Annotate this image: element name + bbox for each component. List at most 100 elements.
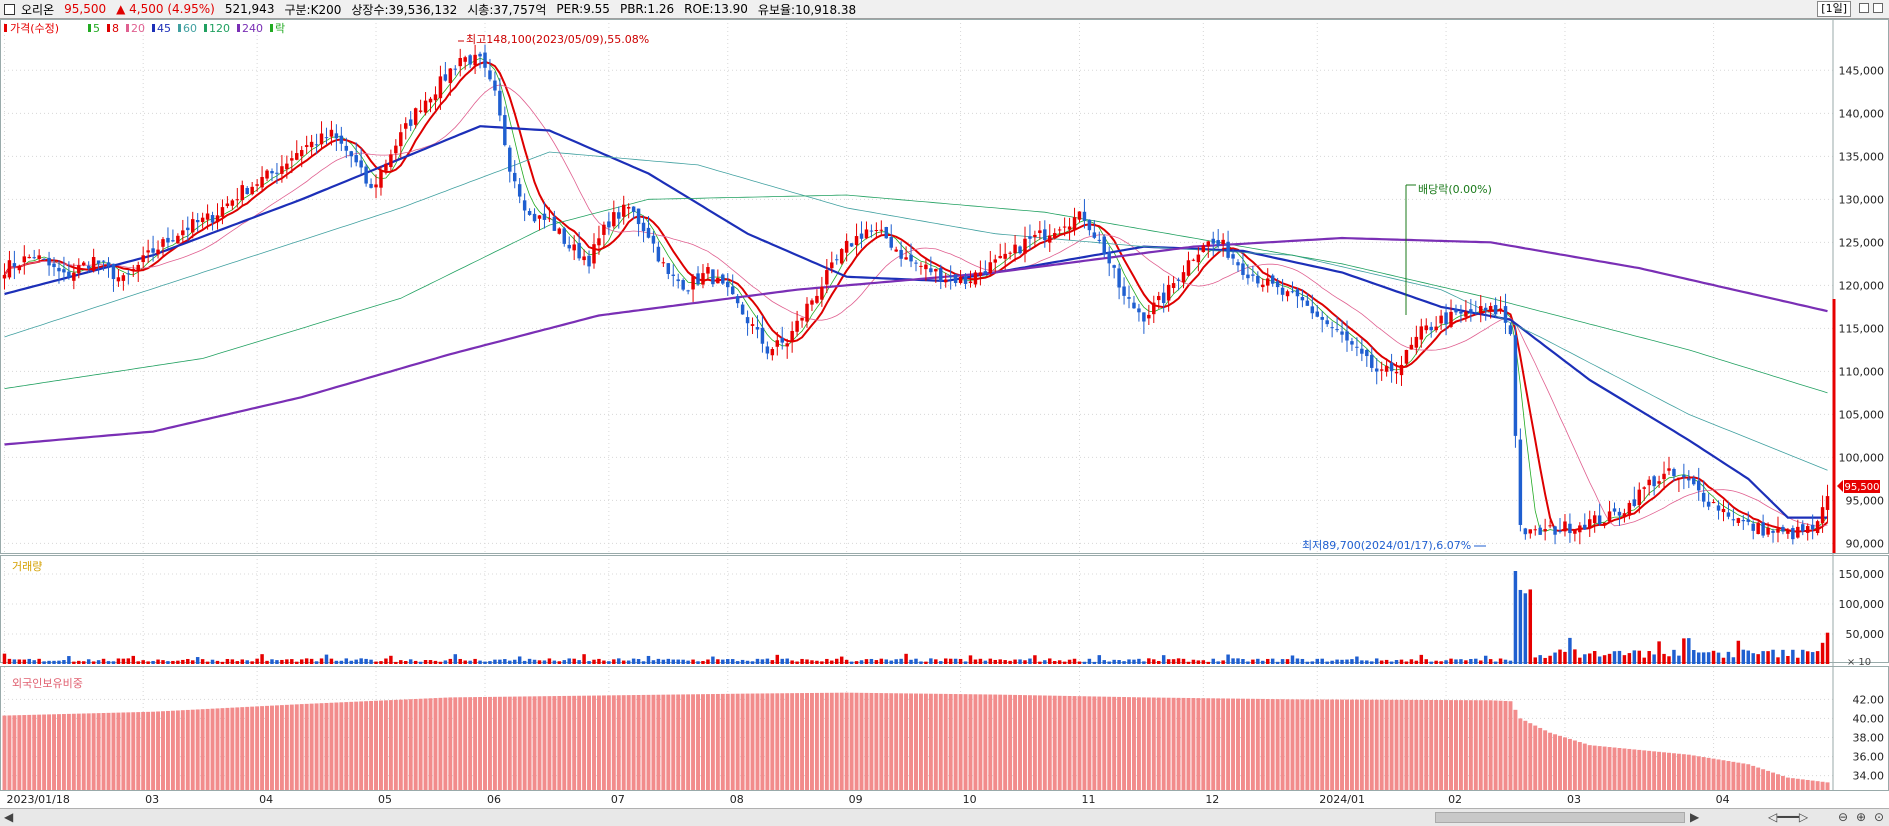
volume-bar	[1152, 659, 1156, 664]
close-icon[interactable]	[1873, 3, 1883, 13]
low-annotation: 최저89,700(2024/01/17),6.07%	[1302, 539, 1471, 552]
foreign-ratio-bar	[334, 702, 339, 790]
volume-bar	[181, 659, 185, 664]
scroll-left-icon[interactable]: ◀	[4, 810, 14, 824]
scroll-bar[interactable]: ◀ ▶ ◁━━━▷ ⊖ ⊕ ⊙	[0, 808, 1889, 826]
candle-body	[1518, 439, 1523, 525]
candle-body	[22, 256, 27, 263]
volume-bar	[830, 660, 834, 664]
volume-bar	[1137, 658, 1141, 664]
volume-bar	[1602, 655, 1607, 664]
candle-body	[1201, 245, 1206, 253]
foreign-ratio-bar	[274, 705, 279, 790]
volume-bar	[1528, 589, 1533, 664]
foreign-ratio-bar	[671, 694, 676, 790]
candle-body	[1602, 522, 1607, 526]
volume-bar	[1672, 649, 1676, 664]
ma-20-line	[4, 84, 1828, 527]
select-checkbox[interactable]	[4, 3, 15, 15]
volume-bar	[458, 658, 462, 664]
candle-body	[235, 199, 240, 201]
foreign-ratio-bar	[1131, 697, 1136, 790]
volume-bar	[1503, 659, 1508, 664]
foreign-ratio-bar	[512, 696, 517, 790]
candle-body	[260, 177, 264, 188]
period-selector[interactable]: [1일]	[1817, 1, 1851, 17]
volume-bar	[790, 660, 794, 664]
volume-bar	[1652, 654, 1656, 664]
candle-body	[795, 320, 799, 332]
candle-body	[1196, 254, 1201, 263]
candle-body	[493, 80, 497, 91]
candle-body	[1434, 326, 1438, 331]
volume-bar	[854, 661, 859, 664]
scroll-thumb[interactable]	[1435, 812, 1685, 823]
zoom-slider-icon[interactable]: ◁━━━▷	[1768, 810, 1809, 824]
candle-body	[983, 271, 988, 274]
volume-bar	[389, 655, 393, 664]
foreign-ratio-bar	[1315, 699, 1320, 790]
volume-bar	[1523, 593, 1528, 664]
date-tick-label: 09	[849, 793, 863, 806]
volume-bar	[889, 660, 893, 664]
candle-body	[1786, 530, 1790, 534]
volume-bar	[235, 661, 240, 664]
candle-body	[324, 137, 329, 139]
volume-bar	[1498, 658, 1503, 664]
foreign-ratio-bar	[1394, 699, 1399, 790]
stock-name[interactable]: 오리온	[21, 2, 55, 17]
candle-body	[1206, 241, 1211, 247]
foreign-ratio-bar	[884, 693, 889, 790]
foreign-ratio-bar	[398, 699, 403, 790]
foreign-ratio-bar	[180, 710, 185, 790]
scroll-right-icon[interactable]: ▶	[1690, 810, 1700, 824]
minimize-icon[interactable]	[1859, 3, 1869, 13]
candle-body	[1122, 286, 1126, 296]
volume-bar	[1731, 657, 1736, 664]
candle-body	[1370, 354, 1374, 368]
foreign-ratio-bar	[1736, 762, 1741, 790]
candle-body	[1652, 476, 1656, 487]
foreign-ratio-bar	[993, 694, 998, 790]
volume-bar	[1033, 655, 1037, 664]
volume-bar	[676, 659, 680, 664]
foreign-ratio-bar	[507, 696, 512, 790]
candle-body	[1583, 524, 1587, 530]
candle-body	[1394, 371, 1399, 374]
volume-bar	[240, 659, 244, 664]
foreign-ratio-bar	[1181, 697, 1186, 790]
foreign-ratio-bar	[859, 692, 864, 790]
market-cap: 시총:37,757억	[467, 2, 547, 17]
candle-body	[1087, 219, 1092, 231]
candle-body	[1766, 527, 1770, 535]
stock-chart[interactable]: 145,000 140,000 135,000 130,000 125,000 120,0…	[0, 19, 1889, 808]
foreign-ratio-bar	[1706, 757, 1711, 790]
candle-body	[1548, 525, 1552, 527]
volume-bar	[126, 658, 131, 664]
volume-bar	[527, 658, 532, 664]
candle-body	[418, 110, 423, 112]
foreign-ratio-bar	[587, 695, 592, 790]
candle-body	[136, 264, 140, 271]
foreign-ratio-bar	[1186, 697, 1191, 790]
zoom-reset-icon[interactable]: ⊙	[1874, 810, 1885, 824]
foreign-ratio-bar	[165, 710, 170, 790]
foreign-ratio-bar	[1295, 699, 1300, 790]
candle-body	[77, 265, 81, 274]
candle-body	[171, 240, 175, 242]
zoom-in-icon[interactable]: ⊕	[1856, 810, 1867, 824]
volume-bar	[1429, 661, 1433, 664]
zoom-out-icon[interactable]: ⊖	[1838, 810, 1849, 824]
candle-body	[349, 151, 353, 157]
volume-bar	[1513, 571, 1518, 664]
candle-body	[458, 57, 462, 67]
candle-body	[1261, 284, 1265, 288]
ma-5-line	[4, 57, 1828, 534]
candle-body	[27, 256, 31, 259]
volume-bar	[983, 660, 988, 664]
candle-body	[1211, 238, 1215, 244]
candle-body	[364, 166, 368, 184]
volume-bar	[1305, 661, 1310, 664]
volume-bar	[1379, 660, 1384, 664]
volume-bar	[844, 659, 849, 664]
